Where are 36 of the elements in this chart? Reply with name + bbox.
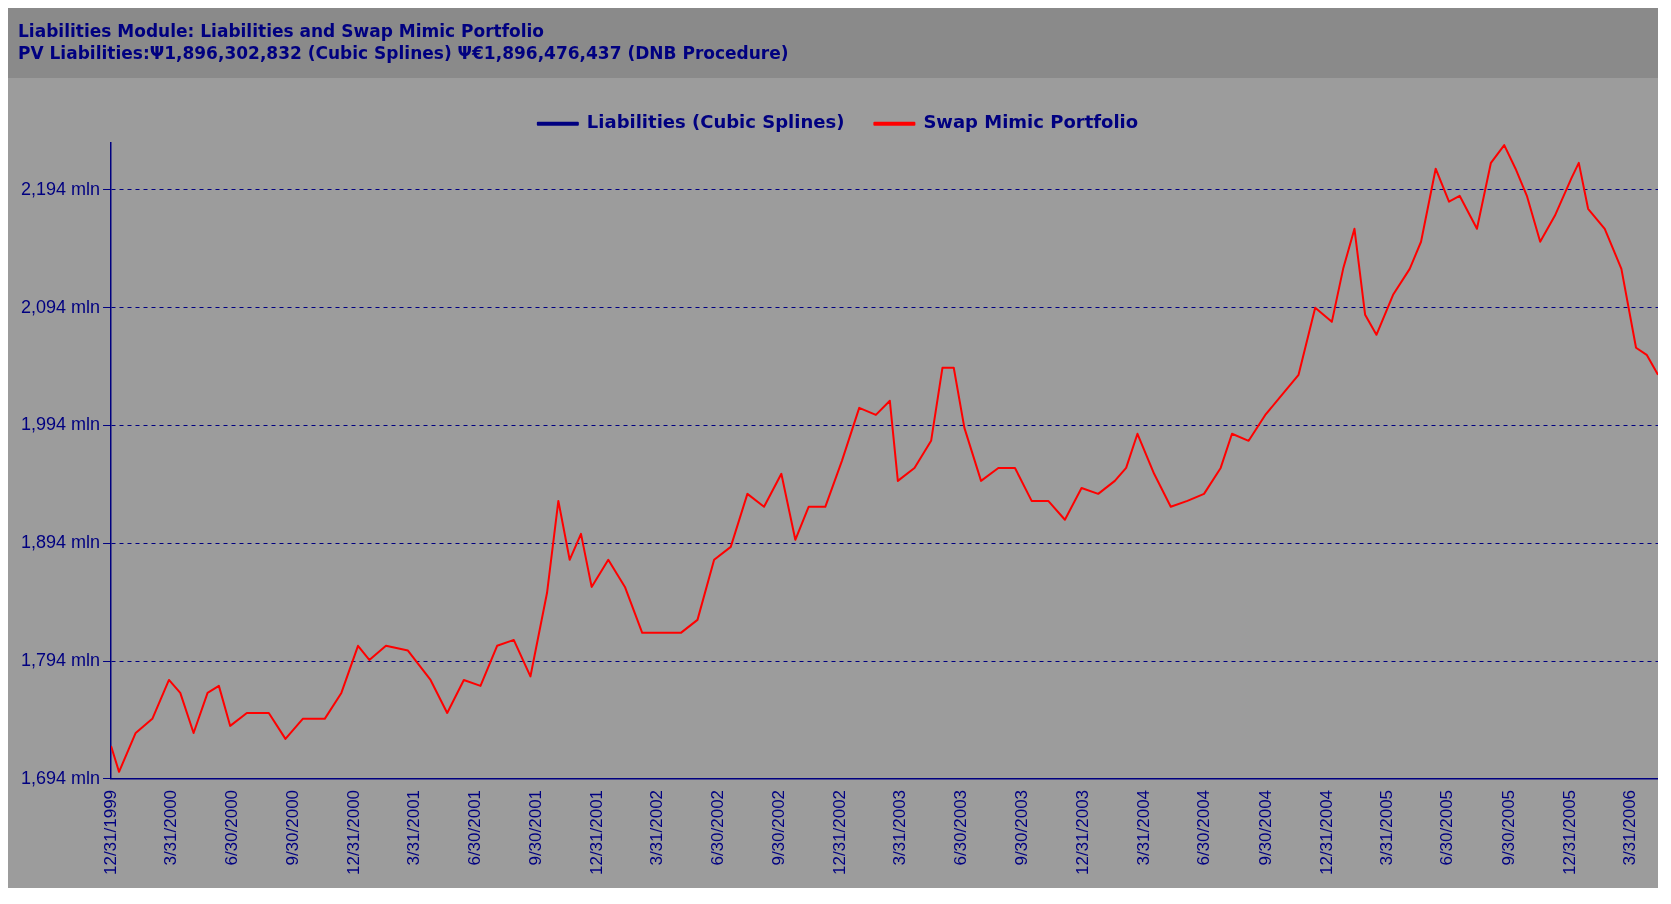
x-tick-label: 6/30/2003 [950,789,970,866]
x-tick-label: 3/31/2005 [1376,789,1396,866]
x-tick-label: 12/31/2002 [830,789,850,876]
chart-title: Liabilities Module: Liabilities and Swap Mimic Portfolio [18,20,545,41]
y-tick-label: 2,094 mln [20,296,101,317]
x-tick-label: 3/31/2001 [404,789,424,866]
x-tick-label: 3/31/2000 [161,789,181,866]
x-tick-label: 3/31/2006 [1619,789,1639,866]
x-tick-label: 12/31/2001 [587,789,607,876]
x-tick-label: 12/31/2005 [1559,789,1579,876]
x-tick-label: 12/31/2003 [1073,789,1093,876]
x-tick-label: 9/30/2003 [1012,789,1031,866]
x-tick-label: 3/31/2004 [1133,789,1153,866]
x-tick-label: 12/31/2000 [344,789,364,876]
x-tick-label: 12/31/2004 [1316,789,1336,876]
x-tick-label: 6/30/2001 [464,789,484,866]
legend-label: Swap Mimic Portfolio [923,111,1139,133]
y-tick-label: 1,794 mln [20,650,101,671]
x-tick-label: 9/30/2001 [526,789,546,866]
x-tick-label: 6/30/2005 [1437,789,1457,866]
y-tick-label: 1,694 mln [20,767,101,788]
x-tick-label: 12/31/1999 [100,789,120,876]
chart-subtitle: PV Liabilities:Ψ1,896,302,832 (Cubic Splines) Ψ€1,896,476,437 (DNB Procedure) [18,43,789,64]
x-tick-label: 3/31/2003 [890,789,910,866]
y-tick-label: 2,194 mln [20,178,101,199]
legend-label: Liabilities (Cubic Splines) [586,111,845,133]
x-tick-label: 6/30/2002 [707,789,727,866]
y-tick-label: 1,994 mln [20,414,101,435]
x-tick-label: 9/30/2004 [1255,789,1275,866]
x-tick-label: 9/30/2002 [769,789,789,866]
x-tick-label: 6/30/2004 [1194,789,1214,866]
x-tick-label: 9/30/2005 [1498,789,1518,866]
x-tick-label: 6/30/2000 [221,789,241,866]
x-tick-label: 3/31/2002 [647,789,667,866]
y-tick-label: 1,894 mln [20,532,101,553]
x-tick-label: 9/30/2000 [283,789,303,866]
